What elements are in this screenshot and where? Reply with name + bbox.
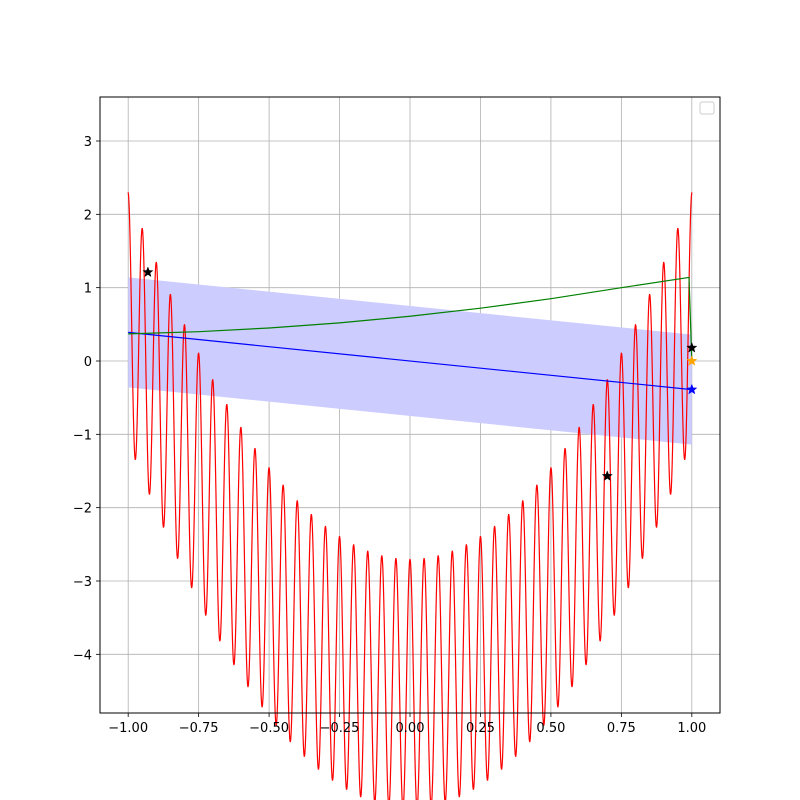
y-tick-label: 2 [84,208,92,223]
x-tick-label: 0.25 [466,721,495,736]
star-marker [686,383,698,395]
x-tick-label: 1.00 [677,721,706,736]
legend [699,101,715,115]
x-tick-label: −1.00 [108,721,148,736]
y-tick-label: 0 [84,355,92,370]
series-line-1 [128,331,692,391]
series-line-layer [127,192,693,800]
y-tick-label: −3 [73,575,92,590]
y-tick-label: −4 [73,648,92,663]
star-marker [686,355,698,366]
x-tick-label: 0.75 [607,721,636,736]
star-marker [686,341,698,353]
star-marker [142,266,154,278]
x-tick-label: −0.50 [249,721,289,736]
marker-layer [142,266,698,481]
x-tick-label: 0.00 [396,721,425,736]
x-tick-label: 0.50 [536,721,565,736]
series-line-0 [127,192,693,800]
series-line-2 [128,276,693,362]
star-marker [601,470,613,481]
y-tick-label: 3 [84,135,92,150]
legend-box [699,101,715,115]
x-tick-label: −0.25 [320,721,360,736]
y-tick-label: −1 [73,428,92,443]
axis-ticks: −1.00 −0.75 −0.50 −0.25 0.00 0.25 0.50 0.75 1.00… [73,135,706,736]
y-tick-label: 1 [84,282,92,297]
y-tick-label: −2 [73,502,92,517]
x-tick-label: −0.75 [179,721,219,736]
